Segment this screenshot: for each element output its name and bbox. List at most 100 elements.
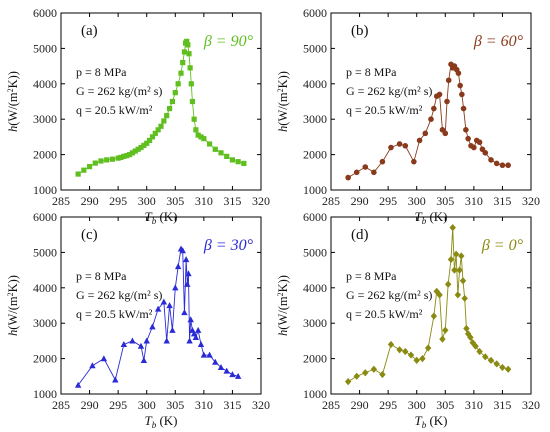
annotation-mass-flux: G = 262 kg/(m² s) bbox=[76, 84, 162, 98]
annotation-heat-flux: q = 20.5 kW/m² bbox=[346, 307, 423, 321]
x-tick-label: 315 bbox=[223, 194, 241, 208]
x-axis-label: Tb (K) bbox=[144, 413, 177, 430]
y-tick-label: 1000 bbox=[303, 183, 327, 197]
beta-label: β = 60° bbox=[473, 33, 524, 50]
data-point bbox=[362, 369, 369, 377]
x-tick-label: 305 bbox=[436, 398, 454, 412]
data-point bbox=[135, 146, 141, 152]
data-point bbox=[172, 284, 179, 291]
data-point bbox=[188, 81, 194, 87]
x-axis-label: Tb (K) bbox=[414, 413, 447, 430]
data-point bbox=[175, 81, 181, 87]
y-tick-label: 6000 bbox=[33, 6, 57, 20]
data-point bbox=[467, 333, 474, 341]
data-point bbox=[456, 266, 463, 274]
data-point bbox=[181, 49, 188, 55]
data-point bbox=[413, 356, 420, 364]
data-point bbox=[460, 105, 467, 112]
y-tick-label: 1000 bbox=[33, 183, 57, 197]
data-point bbox=[396, 141, 403, 147]
data-point bbox=[141, 142, 147, 148]
x-tick-label: 310 bbox=[465, 194, 483, 208]
y-tick-label: 3000 bbox=[33, 112, 57, 126]
data-point bbox=[98, 158, 104, 164]
annotation-pressure: p = 8 MPa bbox=[76, 269, 127, 283]
data-point bbox=[115, 155, 121, 161]
data-point bbox=[185, 270, 192, 277]
panel-label: (b) bbox=[351, 23, 369, 39]
x-tick-label: 285 bbox=[52, 398, 70, 412]
x-tick-label: 295 bbox=[379, 398, 397, 412]
data-point bbox=[411, 158, 417, 165]
y-tick-label: 4000 bbox=[303, 77, 327, 91]
data-point bbox=[362, 164, 369, 170]
data-point bbox=[379, 158, 386, 165]
series-line bbox=[347, 62, 509, 178]
data-point bbox=[241, 160, 247, 167]
data-point bbox=[436, 291, 443, 299]
data-point bbox=[163, 337, 170, 344]
data-point bbox=[89, 362, 96, 369]
x-tick-label: 320 bbox=[522, 194, 540, 208]
data-point bbox=[185, 42, 191, 48]
annotation-heat-flux: q = 20.5 kW/m² bbox=[346, 103, 423, 117]
data-point bbox=[482, 150, 489, 156]
data-point bbox=[146, 137, 153, 144]
y-tick-label: 2000 bbox=[33, 148, 57, 162]
data-point bbox=[428, 116, 434, 122]
x-tick-label: 290 bbox=[351, 194, 369, 208]
data-point bbox=[174, 263, 182, 270]
data-point bbox=[465, 135, 471, 142]
data-point bbox=[187, 65, 193, 71]
beta-label: β = 90° bbox=[203, 33, 254, 50]
data-point bbox=[201, 136, 207, 142]
y-axis-label: h(W/(m2K)) bbox=[276, 71, 290, 132]
annotation-heat-flux: q = 20.5 kW/m² bbox=[76, 307, 153, 321]
data-point bbox=[407, 351, 415, 359]
data-point bbox=[121, 153, 127, 159]
annotation-mass-flux: G = 262 kg/(m² s) bbox=[76, 288, 162, 302]
panel-2: 285 290 295 300 305 310 315 320 1000 2000 3000 4000… bbox=[276, 6, 540, 226]
y-tick-label: 5000 bbox=[303, 41, 327, 55]
data-point bbox=[200, 351, 208, 358]
data-point bbox=[379, 370, 386, 379]
panel-label: (a) bbox=[81, 23, 98, 39]
data-point bbox=[100, 355, 108, 362]
data-point bbox=[499, 363, 506, 372]
data-point bbox=[186, 51, 192, 57]
data-point bbox=[463, 127, 469, 133]
data-point bbox=[161, 118, 167, 124]
x-tick-label: 285 bbox=[52, 194, 70, 208]
data-point bbox=[476, 139, 483, 146]
data-point bbox=[452, 250, 460, 258]
panel-4: 285 290 295 300 305 310 315 320 1000 2000 3000 4000… bbox=[276, 210, 540, 430]
data-point bbox=[459, 91, 465, 98]
data-point bbox=[198, 134, 204, 140]
x-tick-label: 310 bbox=[465, 398, 483, 412]
data-point bbox=[193, 127, 199, 133]
data-point bbox=[189, 98, 196, 105]
panel-3: 285 290 295 300 305 310 315 320 1000 2000 3000 4000… bbox=[6, 210, 270, 430]
data-point bbox=[461, 294, 468, 303]
data-point bbox=[430, 312, 438, 320]
data-point bbox=[454, 291, 462, 299]
data-point bbox=[493, 160, 500, 167]
x-tick-label: 315 bbox=[223, 398, 241, 412]
data-point bbox=[169, 98, 176, 105]
x-tick-label: 290 bbox=[81, 194, 99, 208]
data-point bbox=[449, 224, 456, 232]
annotation-pressure: p = 8 MPa bbox=[346, 65, 397, 79]
data-point bbox=[152, 130, 158, 136]
data-point bbox=[229, 157, 236, 163]
data-point bbox=[140, 356, 148, 363]
data-point bbox=[439, 335, 446, 343]
data-point bbox=[184, 280, 191, 287]
x-tick-label: 285 bbox=[322, 194, 340, 208]
data-point bbox=[166, 302, 173, 309]
data-point bbox=[155, 127, 161, 133]
y-tick-label: 1000 bbox=[33, 387, 57, 401]
data-point bbox=[488, 157, 494, 163]
data-point bbox=[487, 356, 495, 364]
x-tick-label: 315 bbox=[493, 398, 511, 412]
